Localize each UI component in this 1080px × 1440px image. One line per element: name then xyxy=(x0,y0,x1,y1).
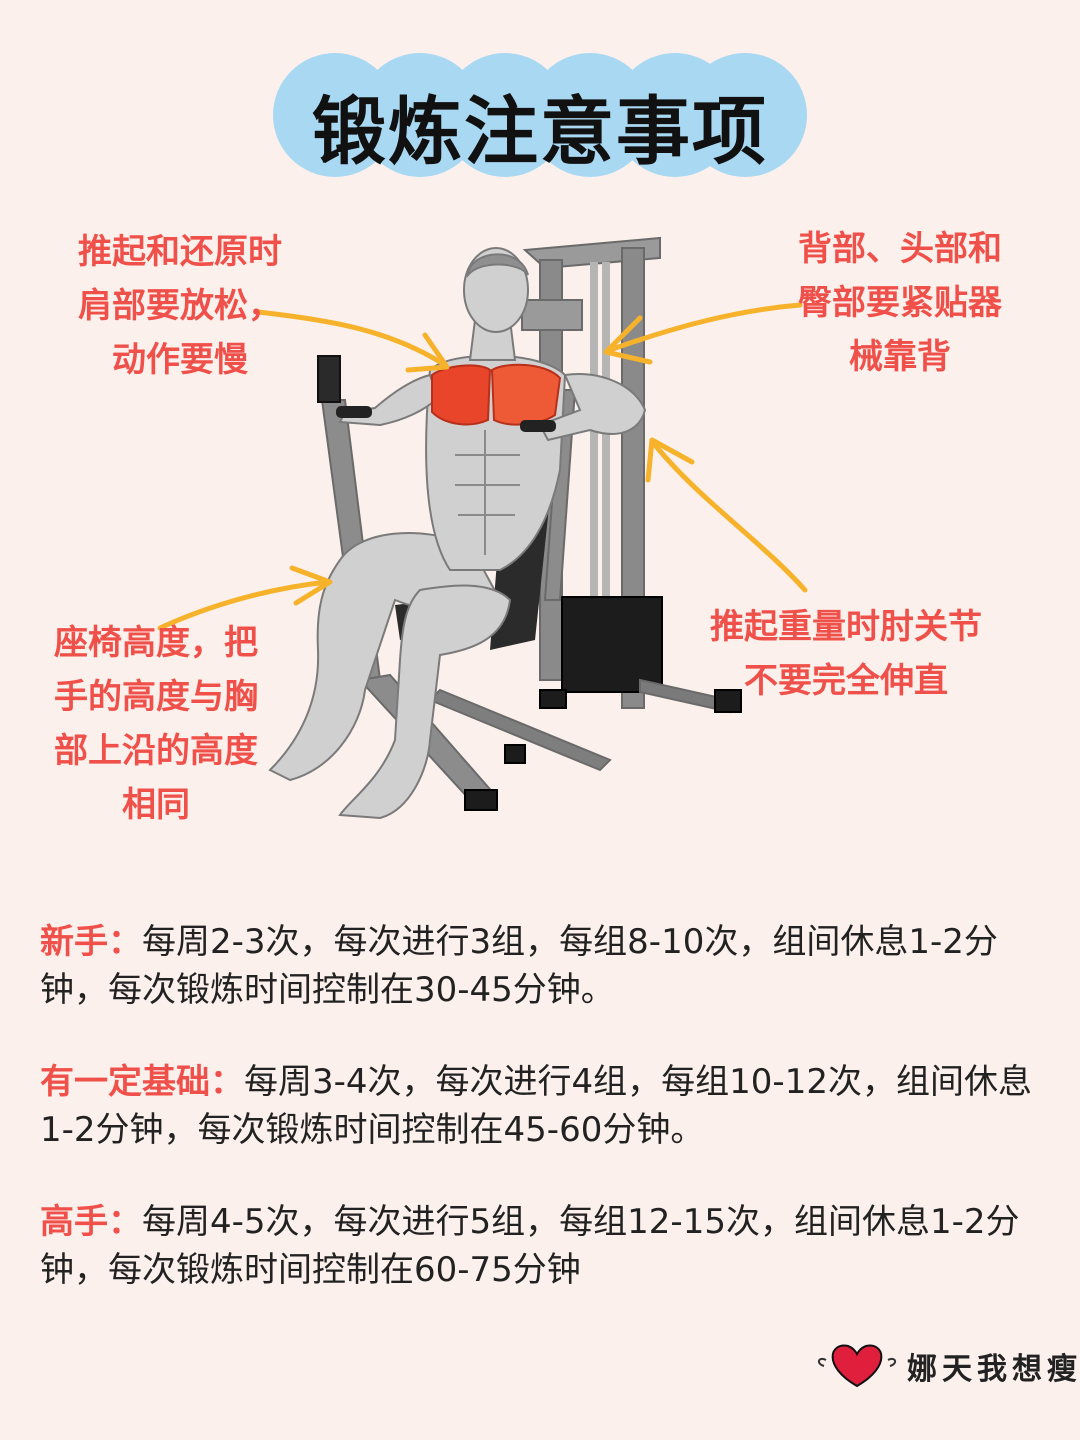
athlete-figure xyxy=(268,247,647,820)
level-label: 新手： xyxy=(40,922,142,962)
page-title: 锻炼注意事项 xyxy=(312,89,768,175)
note-line: 臀部要紧贴器 xyxy=(798,283,1002,323)
note-elbow: 推起重量时肘关节 不要完全伸直 xyxy=(710,600,982,708)
note-line: 相同 xyxy=(122,785,190,825)
level-text: 每周4-5次，每次进行5组，每组12-15次，组间休息1-2分钟，每次锻炼时间控… xyxy=(40,1202,1020,1290)
right-handle xyxy=(520,420,556,432)
note-shoulders: 推起和还原时 肩部要放松， 动作要慢 xyxy=(78,225,282,387)
note-line: 推起和还原时 xyxy=(78,232,282,272)
note-line: 推起重量时肘关节 xyxy=(710,607,982,647)
level-advanced: 高手：每周4-5次，每次进行5组，每组12-15次，组间休息1-2分钟，每次锻炼… xyxy=(40,1198,1040,1294)
title-banner: 锻炼注意事项 xyxy=(270,50,810,180)
note-line: 手的高度与胸 xyxy=(54,677,258,717)
note-line: 械靠背 xyxy=(849,337,951,377)
arrow-seat xyxy=(157,579,331,631)
note-line: 不要完全伸直 xyxy=(744,661,948,701)
brand-watermark: 娜天我想瘦 xyxy=(812,1336,1077,1392)
level-beginner: 新手：每周2-3次，每次进行3组，每组8-10次，组间休息1-2分钟，每次锻炼时… xyxy=(40,918,1040,1014)
left-handle xyxy=(336,406,372,418)
level-label: 有一定基础： xyxy=(40,1062,244,1102)
exercise-illustration xyxy=(157,236,808,820)
chest-muscle-highlight xyxy=(431,363,562,426)
note-back-contact: 背部、头部和 臀部要紧贴器 械靠背 xyxy=(798,222,1002,384)
arrow-back xyxy=(607,302,803,353)
level-text: 每周3-4次，每次进行4组，每组10-12次，组间休息1-2分钟，每次锻炼时间控… xyxy=(40,1062,1032,1150)
level-label: 高手： xyxy=(40,1202,142,1242)
pointer-arrows xyxy=(157,302,808,631)
arrow-shoulder xyxy=(255,309,448,368)
note-line: 动作要慢 xyxy=(112,340,248,380)
note-line: 部上沿的高度 xyxy=(54,731,258,771)
note-line: 座椅高度，把 xyxy=(54,623,258,663)
note-line: 肩部要放松， xyxy=(78,286,282,326)
arrow-elbow xyxy=(652,442,808,593)
note-line: 背部、头部和 xyxy=(798,229,1002,269)
note-seat-height: 座椅高度，把 手的高度与胸 部上沿的高度 相同 xyxy=(54,616,258,832)
title-bubbles xyxy=(273,53,807,177)
level-intermediate: 有一定基础：每周3-4次，每次进行4组，每组10-12次，组间休息1-2分钟，每… xyxy=(40,1058,1040,1154)
level-text: 每周2-3次，每次进行3组，每组8-10次，组间休息1-2分钟，每次锻炼时间控制… xyxy=(40,922,998,1010)
heart-icon xyxy=(818,1344,896,1388)
brand-name: 娜天我想瘦 xyxy=(907,1352,1080,1387)
